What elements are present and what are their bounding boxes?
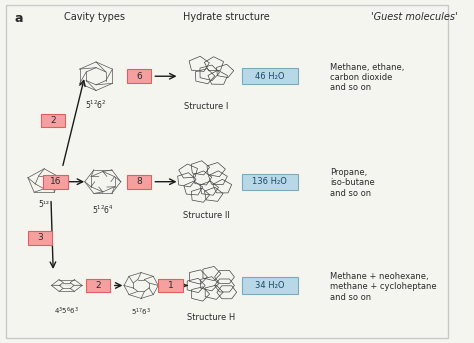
- FancyBboxPatch shape: [127, 175, 151, 189]
- Text: 2: 2: [95, 281, 101, 290]
- Text: 16: 16: [50, 177, 61, 186]
- Text: Structure H: Structure H: [187, 313, 235, 322]
- FancyBboxPatch shape: [86, 279, 110, 292]
- Text: $4^35^66^3$: $4^35^66^3$: [55, 305, 79, 317]
- Text: Hydrate structure: Hydrate structure: [183, 12, 270, 22]
- FancyBboxPatch shape: [27, 231, 52, 245]
- Text: Methane + neohexane,
methane + cycloheptane
and so on: Methane + neohexane, methane + cyclohept…: [330, 272, 437, 301]
- Text: 5¹²: 5¹²: [39, 200, 50, 210]
- Text: 8: 8: [136, 177, 142, 186]
- FancyBboxPatch shape: [242, 174, 298, 190]
- Text: 3: 3: [37, 233, 43, 243]
- Text: Structure II: Structure II: [183, 211, 230, 220]
- Text: Structure I: Structure I: [184, 102, 228, 111]
- FancyBboxPatch shape: [127, 69, 151, 83]
- FancyBboxPatch shape: [43, 175, 68, 189]
- Text: 1: 1: [167, 281, 173, 290]
- FancyBboxPatch shape: [41, 114, 65, 127]
- Text: $5^{12}6^2$: $5^{12}6^2$: [85, 98, 107, 111]
- Text: a: a: [15, 12, 23, 25]
- Text: $5^{17}6^3$: $5^{17}6^3$: [131, 307, 151, 318]
- FancyBboxPatch shape: [158, 279, 182, 292]
- Text: $5^{12}6^4$: $5^{12}6^4$: [92, 204, 114, 216]
- FancyBboxPatch shape: [6, 5, 447, 338]
- FancyBboxPatch shape: [242, 68, 298, 84]
- Text: Propane,
iso-butane
and so on: Propane, iso-butane and so on: [330, 168, 375, 198]
- Text: 136 H₂O: 136 H₂O: [252, 177, 287, 186]
- Text: 'Guest molecules': 'Guest molecules': [371, 12, 457, 22]
- Text: 34 H₂O: 34 H₂O: [255, 281, 284, 290]
- Text: 6: 6: [136, 72, 142, 81]
- Text: Methane, ethane,
carbon dioxide
and so on: Methane, ethane, carbon dioxide and so o…: [330, 63, 405, 92]
- Text: 2: 2: [50, 116, 56, 125]
- Text: Cavity types: Cavity types: [64, 12, 126, 22]
- Text: 46 H₂O: 46 H₂O: [255, 72, 284, 81]
- FancyBboxPatch shape: [242, 277, 298, 294]
